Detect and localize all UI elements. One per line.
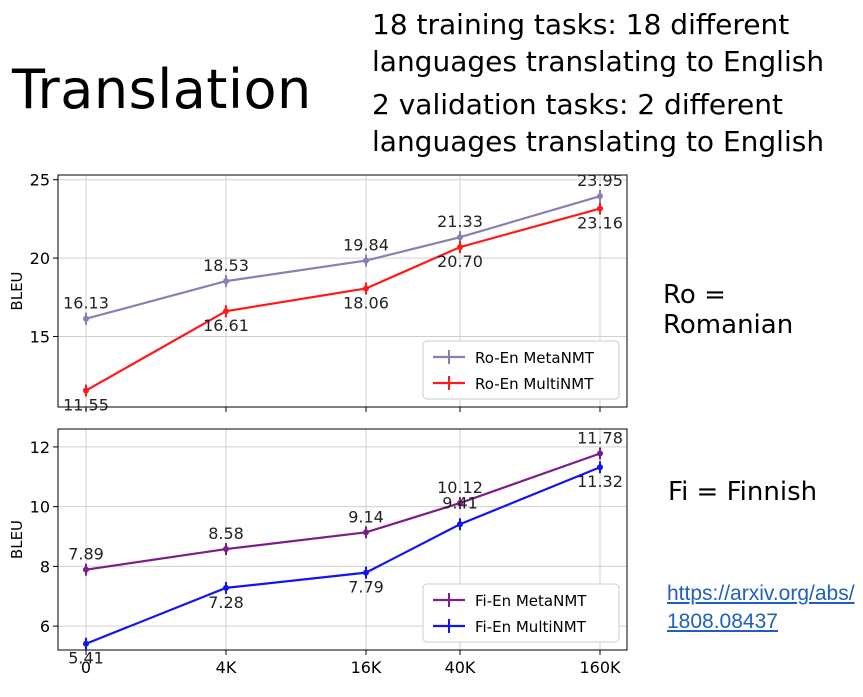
data-point bbox=[83, 315, 89, 322]
data-label: 9.41 bbox=[442, 493, 478, 512]
y-tick-label: 20 bbox=[30, 249, 50, 268]
data-label: 18.06 bbox=[343, 293, 389, 312]
data-label: 11.78 bbox=[577, 428, 623, 447]
data-point bbox=[457, 500, 463, 507]
data-point bbox=[597, 205, 603, 212]
data-label: 7.28 bbox=[208, 593, 244, 612]
romanian-label: Ro = Romanian bbox=[663, 280, 794, 340]
legend-label: Ro-En MetaNMT bbox=[475, 349, 595, 367]
y-axis-label: BLEU bbox=[8, 271, 26, 310]
series-fi-en-multinmt: 5.41 7.28 7.79 9.41 11.32 bbox=[68, 461, 623, 668]
series-fi-en-metanmt: 7.89 8.58 9.14 10.12 11.78 bbox=[68, 428, 623, 576]
validation-tasks-text: 2 validation tasks: 2 different language… bbox=[372, 88, 825, 158]
data-label: 18.53 bbox=[203, 256, 249, 275]
y-tick-label: 6 bbox=[40, 617, 50, 636]
data-label: 16.13 bbox=[63, 294, 109, 313]
data-label: 19.84 bbox=[343, 236, 389, 255]
data-point bbox=[457, 244, 463, 251]
plot-frame bbox=[57, 174, 628, 408]
chart-panel-1: 15 20 25 BLEU 16.13 18.53 19.84 21.33 23.95 11.55… bbox=[8, 171, 628, 415]
data-point bbox=[597, 464, 603, 471]
data-point bbox=[597, 450, 603, 457]
legend: Fi-En MetaNMT Fi-En MultiNMT bbox=[422, 583, 620, 643]
data-point bbox=[223, 584, 229, 591]
x-tick-label: 160K bbox=[579, 658, 621, 677]
data-label: 10.12 bbox=[437, 478, 483, 497]
data-label: 8.58 bbox=[208, 524, 244, 543]
x-tick-label: 0 bbox=[81, 658, 91, 677]
plot-frame bbox=[57, 428, 628, 651]
series-line bbox=[85, 452, 601, 571]
data-point bbox=[223, 308, 229, 315]
slide-title: Translation bbox=[12, 58, 312, 121]
arxiv-link[interactable]: https://arxiv.org/abs/1808.08437 bbox=[667, 582, 855, 633]
data-label: 21.33 bbox=[437, 212, 483, 231]
chart-panel-2: 6 8 10 12 0 4K 16K 40K 160K BLEU 7.89 8.58 9.14 10.12… bbox=[8, 428, 628, 677]
finnish-label: Fi = Finnish bbox=[668, 477, 818, 507]
data-label: 11.55 bbox=[63, 396, 109, 415]
data-point bbox=[363, 257, 369, 264]
legend: Ro-En MetaNMT Ro-En MultiNMT bbox=[422, 340, 620, 400]
data-label: 9.14 bbox=[348, 507, 384, 526]
data-label: 7.89 bbox=[68, 545, 104, 564]
data-point bbox=[597, 193, 603, 200]
series-ro-en-multinmt: 11.55 16.61 18.06 20.70 23.16 bbox=[63, 202, 623, 415]
legend-box bbox=[422, 340, 620, 400]
data-point bbox=[83, 566, 89, 573]
data-label: 5.41 bbox=[68, 649, 104, 668]
y-tick-label: 8 bbox=[40, 557, 50, 576]
data-label: 11.32 bbox=[577, 472, 623, 491]
x-tick-label: 40K bbox=[445, 658, 476, 677]
data-point bbox=[457, 234, 463, 241]
y-tick-label: 15 bbox=[30, 327, 50, 346]
y-tick-label: 12 bbox=[30, 438, 50, 457]
data-point bbox=[83, 387, 89, 394]
x-tick-label: 4K bbox=[216, 658, 237, 677]
x-tick-label: 16K bbox=[351, 658, 382, 677]
y-tick-label: 10 bbox=[30, 498, 50, 517]
legend-box bbox=[422, 583, 620, 643]
data-point bbox=[363, 569, 369, 576]
data-label: 23.95 bbox=[577, 171, 623, 190]
y-axis-label: BLEU bbox=[8, 520, 26, 559]
data-point bbox=[223, 546, 229, 553]
y-tick-label: 25 bbox=[30, 171, 50, 190]
data-label: 16.61 bbox=[203, 316, 249, 335]
data-label: 7.79 bbox=[348, 578, 384, 597]
legend-label: Ro-En MultiNMT bbox=[475, 375, 594, 393]
data-point bbox=[457, 521, 463, 528]
series-ro-en-metanmt: 16.13 18.53 19.84 21.33 23.95 bbox=[63, 171, 623, 325]
data-point bbox=[363, 285, 369, 292]
data-point bbox=[83, 640, 89, 647]
data-point bbox=[223, 278, 229, 285]
data-label: 23.16 bbox=[577, 214, 623, 233]
data-label: 20.70 bbox=[437, 252, 483, 271]
legend-label: Fi-En MetaNMT bbox=[475, 592, 587, 610]
training-tasks-text: 18 training tasks: 18 different language… bbox=[372, 8, 825, 78]
legend-label: Fi-En MultiNMT bbox=[475, 618, 587, 636]
data-point bbox=[363, 529, 369, 536]
